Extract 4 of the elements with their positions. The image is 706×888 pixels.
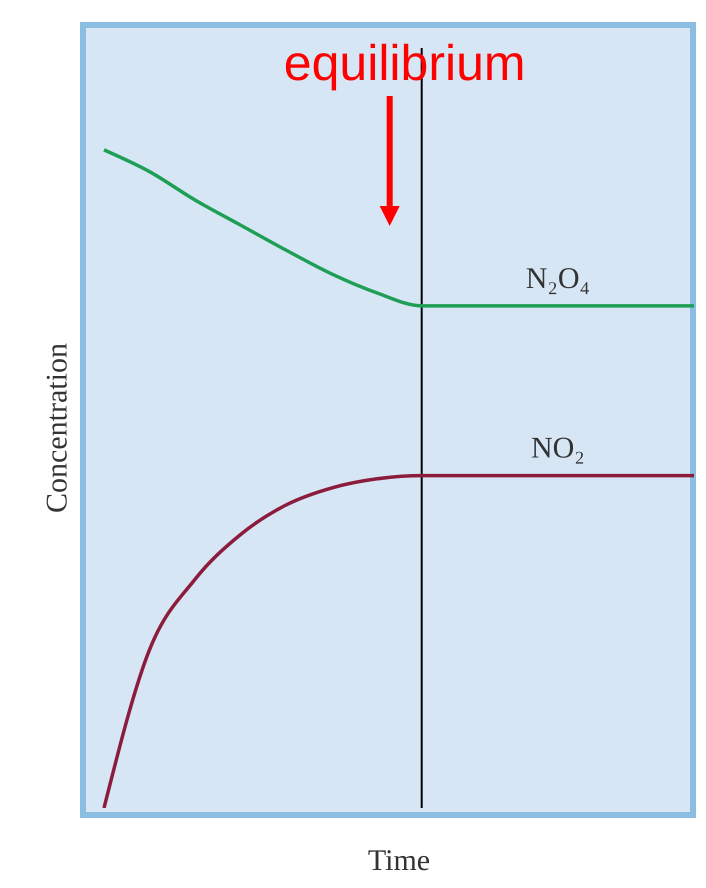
series-label: NO₂ [530, 432, 585, 465]
x-axis-title: Time [368, 844, 430, 877]
y-axis-title: Concentration [40, 343, 74, 513]
series-label: N₂O₄ [526, 262, 590, 295]
